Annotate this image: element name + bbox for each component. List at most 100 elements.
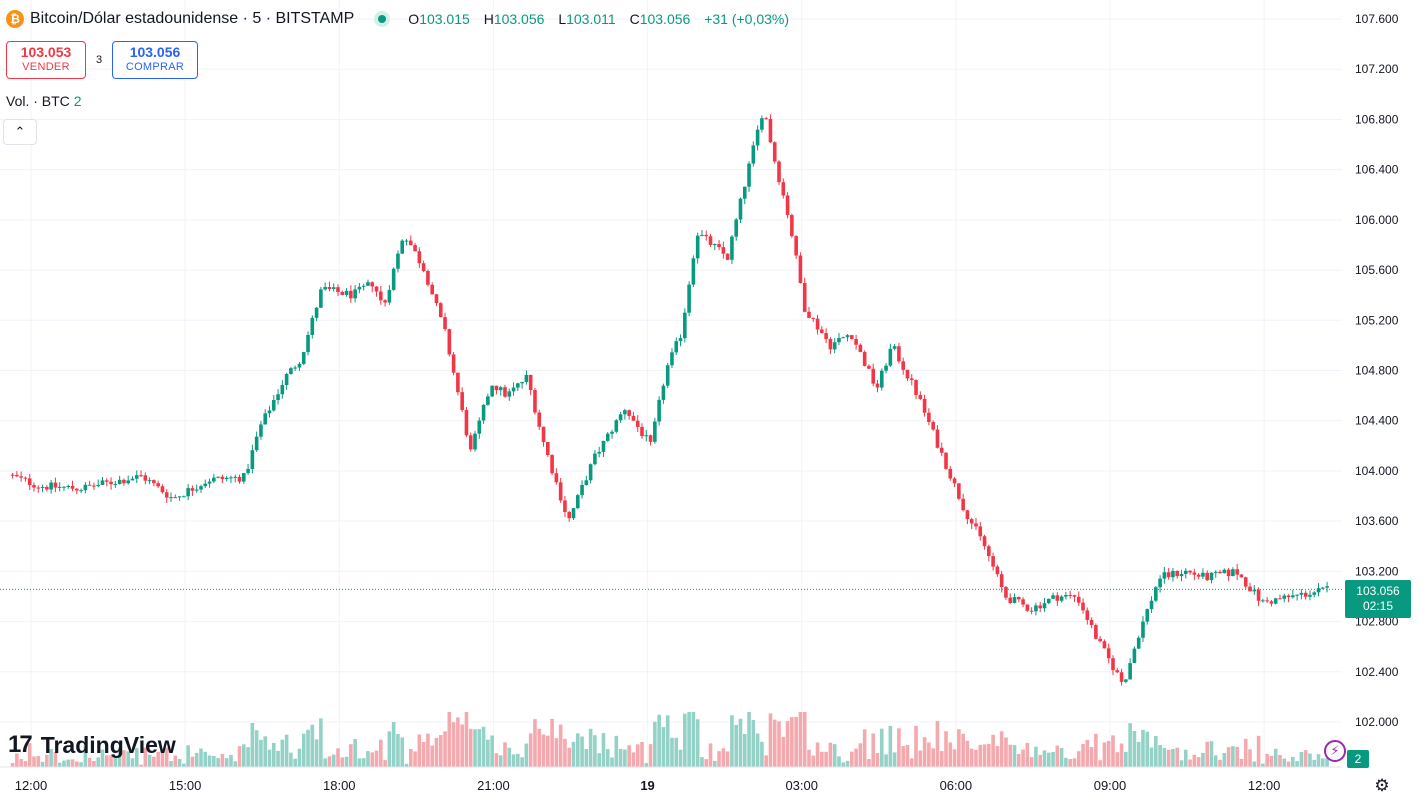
volume-bar [1029,757,1034,767]
volume-bar [760,741,764,767]
candle [456,372,460,396]
candle [473,430,477,452]
candle [400,239,405,255]
volume-legend-value: 2 [73,93,82,109]
time-axis[interactable]: 12:00 15:00 18:00 21:00 19 03:00 06:00 09:00 12:… [0,766,1342,793]
candle [1196,573,1201,580]
volume-bar [627,745,631,767]
y-tick-label-6: 105.200 [1355,313,1399,327]
volume-bar [725,751,730,767]
volume-bar [62,760,66,767]
bitcoin-icon: ₿ [6,10,24,28]
volume-bar [1042,750,1047,767]
price-axis[interactable]: 107.600 107.200 106.800 106.400 106.000 105.6… [1355,12,1399,729]
candle [820,326,824,334]
volume-bar [751,719,756,767]
volume-bar [147,754,152,767]
volume-bar [1282,758,1287,767]
volume-bar [871,733,876,767]
volume-bar [742,733,747,767]
candle [918,391,923,401]
volume-bar [1188,759,1192,767]
candle [1295,594,1299,601]
candle [704,230,709,241]
gear-icon[interactable]: ⚙ [1374,776,1390,795]
volume-legend[interactable]: Vol. · BTC 2 [6,93,82,109]
candle [319,286,323,308]
volume-bar [306,729,310,767]
volume-bar [1295,761,1299,767]
volume-bar [790,717,794,767]
volume-bar [199,748,203,767]
volume-bar [533,719,537,767]
candle [126,475,130,485]
volume-bar [1235,746,1239,767]
volume-bar [447,712,452,767]
candle [250,444,255,474]
candle [109,477,113,490]
volume-bar [126,751,130,767]
volume-bar [263,736,268,767]
candle [246,463,250,475]
candle [588,463,593,484]
candle [772,141,777,164]
volume-bar [635,744,640,767]
collapse-legend-button[interactable]: ⌃ [3,119,37,145]
candle [366,279,370,286]
volume-bar [1008,744,1013,767]
volume-bar [772,719,777,767]
volume-bar [10,763,15,767]
y-tick-label-10: 103.600 [1355,514,1399,528]
candle [494,385,499,395]
sell-button[interactable]: 103.053 VENDER [6,41,86,79]
candle [1282,593,1287,603]
candle [511,382,516,396]
tradingview-logo[interactable]: 17 TradingView [8,731,176,759]
candle [203,479,208,488]
spread-value: 3 [95,54,103,66]
volume-bar [644,763,649,767]
candle [1064,591,1068,600]
candle [999,570,1004,593]
candle [871,363,876,387]
candle [147,477,152,485]
volume-bar [909,758,914,767]
candle [768,114,773,143]
candle [1034,602,1038,616]
candle [1132,646,1137,664]
candle [1068,590,1072,599]
candle [1042,597,1047,612]
volume-bar [507,747,512,767]
candle [794,235,798,259]
lightning-icon[interactable]: ⚡ [1324,740,1346,762]
candle [383,299,387,307]
y-tick-label-8: 104.400 [1355,414,1399,428]
volume-bar [1064,757,1068,767]
candle [593,450,597,466]
candle [1089,617,1094,629]
candle [1012,593,1017,604]
volume-bar [841,762,846,767]
volume-bar [1205,741,1209,767]
candle [19,471,23,482]
volume-bar [610,757,614,767]
volume-bar [892,752,897,767]
volume-bar [310,724,315,767]
volume-legend-label: Vol. · BTC [6,93,70,109]
volume-bar [897,728,901,767]
candle [991,552,995,571]
buy-button[interactable]: 103.056 COMPRAR [112,41,198,79]
candle [897,342,901,364]
candlesticks [10,114,1329,686]
candle [978,522,983,541]
candle [892,344,897,351]
candle [160,484,165,494]
y-tick-label-1: 107.200 [1355,62,1399,76]
volume-bar [1316,754,1321,767]
symbol-title[interactable]: Bitcoin/Dólar estadounidense · 5 · BITST… [30,10,355,27]
volume-bar [1209,741,1214,767]
sell-label: VENDER [22,61,70,73]
candle [297,362,302,372]
candle [1145,608,1150,625]
